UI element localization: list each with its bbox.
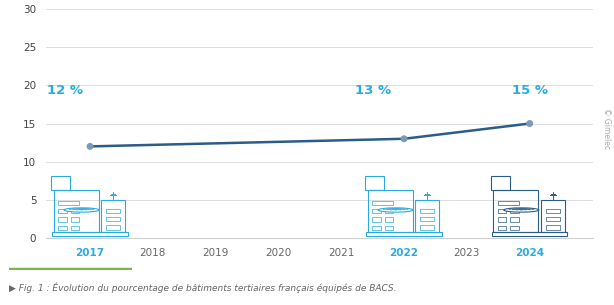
Bar xyxy=(58,209,67,213)
Bar xyxy=(546,209,560,213)
Circle shape xyxy=(378,208,413,212)
Bar xyxy=(106,209,120,213)
Bar xyxy=(491,176,510,190)
Bar xyxy=(510,217,519,221)
Bar xyxy=(421,225,434,229)
Point xyxy=(399,136,409,141)
Bar xyxy=(368,190,413,232)
Bar xyxy=(510,226,519,230)
Text: 15 %: 15 % xyxy=(511,84,548,97)
Bar xyxy=(421,217,434,221)
Bar xyxy=(498,226,507,230)
Bar xyxy=(384,226,394,230)
Bar xyxy=(372,217,381,221)
Bar xyxy=(367,232,441,236)
Bar xyxy=(106,217,120,221)
Bar xyxy=(498,217,507,221)
Text: 12 %: 12 % xyxy=(47,84,83,97)
Bar xyxy=(546,225,560,229)
Circle shape xyxy=(64,208,99,212)
Bar xyxy=(51,176,70,190)
Bar xyxy=(58,217,67,221)
Bar xyxy=(498,201,519,205)
Bar xyxy=(492,232,567,236)
Bar xyxy=(71,217,79,221)
Bar xyxy=(372,226,381,230)
Bar xyxy=(421,209,434,213)
Bar xyxy=(58,226,67,230)
Bar xyxy=(71,209,79,213)
Bar xyxy=(71,226,79,230)
Circle shape xyxy=(503,208,539,212)
Bar xyxy=(58,201,79,205)
Bar xyxy=(384,209,394,213)
Bar xyxy=(101,200,125,232)
Bar xyxy=(372,201,394,205)
Bar xyxy=(365,176,384,190)
Bar xyxy=(493,190,538,232)
Bar xyxy=(53,190,99,232)
Bar xyxy=(384,217,394,221)
Bar xyxy=(546,217,560,221)
Text: ▶ Fig. 1 : Évolution du pourcentage de bâtiments tertiaires français équipés de : ▶ Fig. 1 : Évolution du pourcentage de b… xyxy=(9,283,397,293)
Bar xyxy=(510,209,519,213)
Bar xyxy=(416,200,439,232)
Bar xyxy=(498,209,507,213)
Bar xyxy=(52,232,128,236)
Point xyxy=(85,144,95,149)
Text: © Gimelec: © Gimelec xyxy=(602,108,611,149)
Bar xyxy=(372,209,381,213)
Text: 13 %: 13 % xyxy=(355,84,391,97)
Point xyxy=(525,121,535,126)
Bar xyxy=(541,200,565,232)
Bar xyxy=(106,225,120,229)
